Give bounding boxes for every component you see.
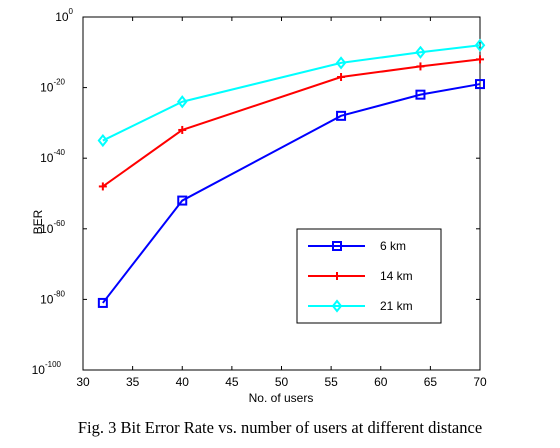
y-tick-label: 100 (55, 7, 73, 24)
legend-entry: 6 km (308, 239, 406, 253)
series-line (102, 83, 481, 304)
y-tick-label: 10-40 (40, 148, 65, 165)
y-tick-exponent: -20 (53, 78, 65, 87)
data-point (415, 89, 426, 100)
y-tick-base: 10 (40, 151, 54, 165)
series-6-km (97, 79, 485, 308)
y-tick-exponent: -80 (53, 289, 65, 298)
data-point (177, 195, 188, 206)
y-tick-base: 10 (55, 10, 69, 24)
y-tick-base: 10 (40, 81, 54, 95)
x-tick-label: 30 (76, 375, 90, 389)
y-tick-exponent: 0 (69, 7, 74, 16)
legend-marker (333, 272, 341, 280)
legend: 6 km 14 km 21 km (296, 228, 442, 324)
y-tick-label: 10-100 (32, 360, 62, 377)
x-tick-label: 45 (225, 375, 239, 389)
data-point (97, 297, 108, 308)
y-tick-exponent: -40 (53, 148, 65, 157)
y-axis-label: BER (31, 209, 45, 234)
data-point (416, 62, 425, 71)
x-axis-label: No. of users (249, 391, 314, 405)
legend-label: 14 km (380, 269, 413, 283)
x-axis-ticks: 30 35 40 45 50 55 60 65 70 (76, 17, 487, 389)
y-tick-label: 10-60 (40, 219, 65, 236)
y-tick-label: 10-80 (40, 289, 65, 306)
series-line (102, 44, 481, 142)
data-point (415, 45, 426, 59)
data-point (337, 73, 346, 82)
y-tick-base: 10 (32, 363, 46, 377)
data-point (335, 56, 347, 70)
figure-caption: Fig. 3 Bit Error Rate vs. number of user… (77, 418, 483, 437)
series-layer (97, 38, 486, 308)
legend-marker (332, 241, 342, 251)
legend-label: 6 km (380, 239, 406, 253)
x-tick-label: 35 (126, 375, 140, 389)
x-tick-label: 40 (176, 375, 190, 389)
data-point (97, 133, 109, 148)
legend-label: 21 km (380, 299, 413, 313)
series-14-km (98, 55, 484, 191)
legend-marker (331, 299, 343, 313)
x-tick-label: 60 (374, 375, 388, 389)
x-tick-label: 55 (324, 375, 338, 389)
x-tick-label: 65 (424, 375, 438, 389)
x-tick-label: 50 (275, 375, 289, 389)
data-point (476, 55, 484, 64)
legend-entry: 14 km (308, 269, 413, 283)
y-tick-base: 10 (40, 292, 54, 306)
legend-entry: 21 km (308, 299, 413, 313)
data-point (475, 79, 485, 90)
data-point (176, 95, 188, 109)
data-point (178, 125, 187, 134)
data-point (474, 38, 486, 52)
y-tick-label: 10-20 (40, 78, 65, 95)
y-tick-exponent: -100 (45, 360, 62, 369)
data-point (336, 110, 347, 121)
x-tick-label: 70 (473, 375, 487, 389)
series-21-km (97, 38, 486, 148)
y-tick-exponent: -60 (53, 219, 65, 228)
y-tick-base: 10 (40, 222, 54, 236)
data-point (98, 182, 107, 191)
